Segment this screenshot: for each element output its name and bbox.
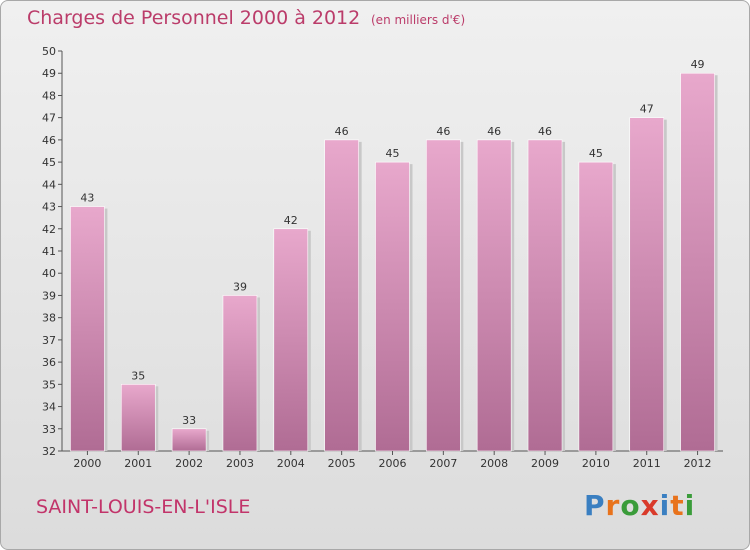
y-tick-label: 34	[42, 401, 56, 414]
data-label: 35	[131, 369, 145, 382]
bar	[527, 139, 563, 452]
x-tick-label: 2012	[684, 457, 712, 470]
logo-letter: r	[605, 489, 621, 522]
chart-title: Charges de Personnel 2000 à 2012	[27, 7, 361, 29]
y-tick-label: 46	[42, 134, 56, 147]
logo-letter: P	[584, 489, 606, 522]
logo-letter: i	[659, 489, 671, 522]
x-tick-label: 2005	[328, 457, 356, 470]
logo-letter: t	[670, 489, 685, 522]
data-label: 43	[80, 192, 94, 205]
y-tick-label: 47	[42, 112, 56, 125]
x-tick-label: 2004	[277, 457, 305, 470]
chart-unit: (en milliers d'€)	[371, 13, 466, 27]
data-label: 45	[589, 147, 603, 160]
x-tick-label: 2006	[379, 457, 407, 470]
logo-letter: o	[620, 489, 641, 522]
y-tick-label: 33	[42, 423, 56, 436]
bar	[680, 72, 715, 452]
y-tick-label: 35	[42, 378, 56, 391]
x-tick-label: 2010	[582, 457, 610, 470]
x-tick-label: 2001	[124, 457, 152, 470]
x-tick-label: 2003	[226, 457, 254, 470]
data-label: 42	[284, 214, 298, 227]
bar	[222, 295, 258, 452]
x-tick-label: 2000	[73, 457, 101, 470]
x-tick-label: 2007	[429, 457, 457, 470]
y-tick-label: 48	[42, 89, 56, 102]
data-label: 49	[691, 58, 705, 71]
y-tick-label: 42	[42, 223, 56, 236]
y-tick-label: 41	[42, 245, 56, 258]
data-label: 46	[538, 125, 552, 138]
y-tick-label: 45	[42, 156, 56, 169]
y-tick-label: 43	[42, 201, 56, 214]
y-tick-label: 36	[42, 356, 56, 369]
logo-letter: x	[640, 489, 660, 522]
y-tick-label: 44	[42, 178, 56, 191]
bar	[171, 428, 207, 452]
bar	[273, 228, 309, 452]
y-tick-label: 32	[42, 445, 56, 458]
data-label: 46	[335, 125, 349, 138]
bar	[70, 206, 105, 452]
bar	[578, 161, 614, 452]
y-tick-label: 37	[42, 334, 56, 347]
commune-name: SAINT-LOUIS-EN-L'ISLE	[36, 496, 251, 518]
data-label: 46	[436, 125, 450, 138]
bar	[629, 117, 665, 452]
data-label: 46	[487, 125, 501, 138]
x-tick-label: 2011	[633, 457, 661, 470]
y-tick-label: 50	[42, 45, 56, 58]
data-label: 39	[233, 280, 247, 293]
x-tick-label: 2009	[531, 457, 559, 470]
logo-letter: i	[684, 489, 696, 522]
y-tick-label: 40	[42, 267, 56, 280]
x-tick-label: 2008	[480, 457, 508, 470]
x-tick-label: 2002	[175, 457, 203, 470]
bar	[324, 139, 359, 452]
data-label: 47	[640, 103, 654, 116]
y-tick-label: 39	[42, 289, 56, 302]
bar	[120, 384, 156, 452]
bar	[476, 139, 512, 452]
bar	[375, 161, 410, 452]
y-tick-label: 49	[42, 67, 56, 80]
data-label: 45	[386, 147, 400, 160]
data-label: 33	[182, 414, 196, 427]
proxiti-logo[interactable]: Proxiti	[584, 489, 695, 522]
bar	[426, 139, 461, 452]
y-tick-label: 38	[42, 312, 56, 325]
